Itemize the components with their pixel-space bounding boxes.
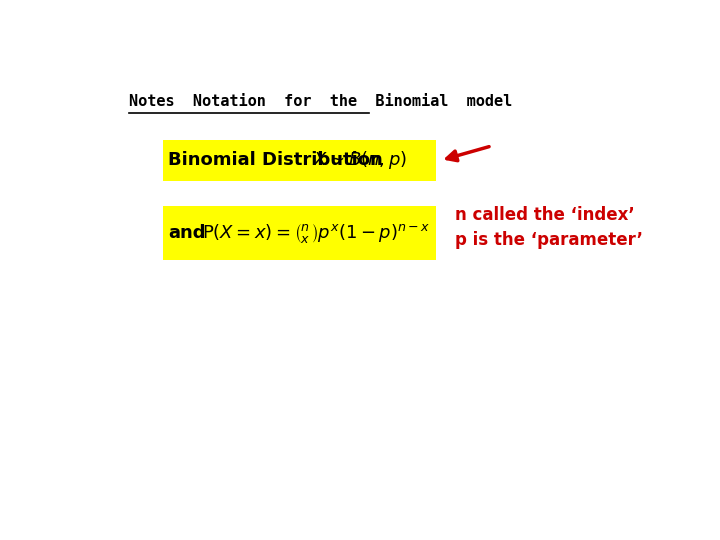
Text: and: and [168, 224, 206, 242]
Text: Binomial Distribution: Binomial Distribution [168, 151, 383, 170]
Text: Notes  Notation  for  the  Binomial  model: Notes Notation for the Binomial model [129, 94, 513, 109]
Text: $X \sim B(n,p)$: $X \sim B(n,p)$ [313, 150, 408, 171]
FancyBboxPatch shape [163, 140, 436, 181]
Text: n called the ‘index’
p is the ‘parameter’: n called the ‘index’ p is the ‘parameter… [456, 206, 644, 249]
Text: $\mathrm{P}(X = x) = \binom{n}{x}p^x(1-p)^{n-x}$: $\mathrm{P}(X = x) = \binom{n}{x}p^x(1-p… [202, 222, 430, 245]
FancyBboxPatch shape [163, 206, 436, 260]
